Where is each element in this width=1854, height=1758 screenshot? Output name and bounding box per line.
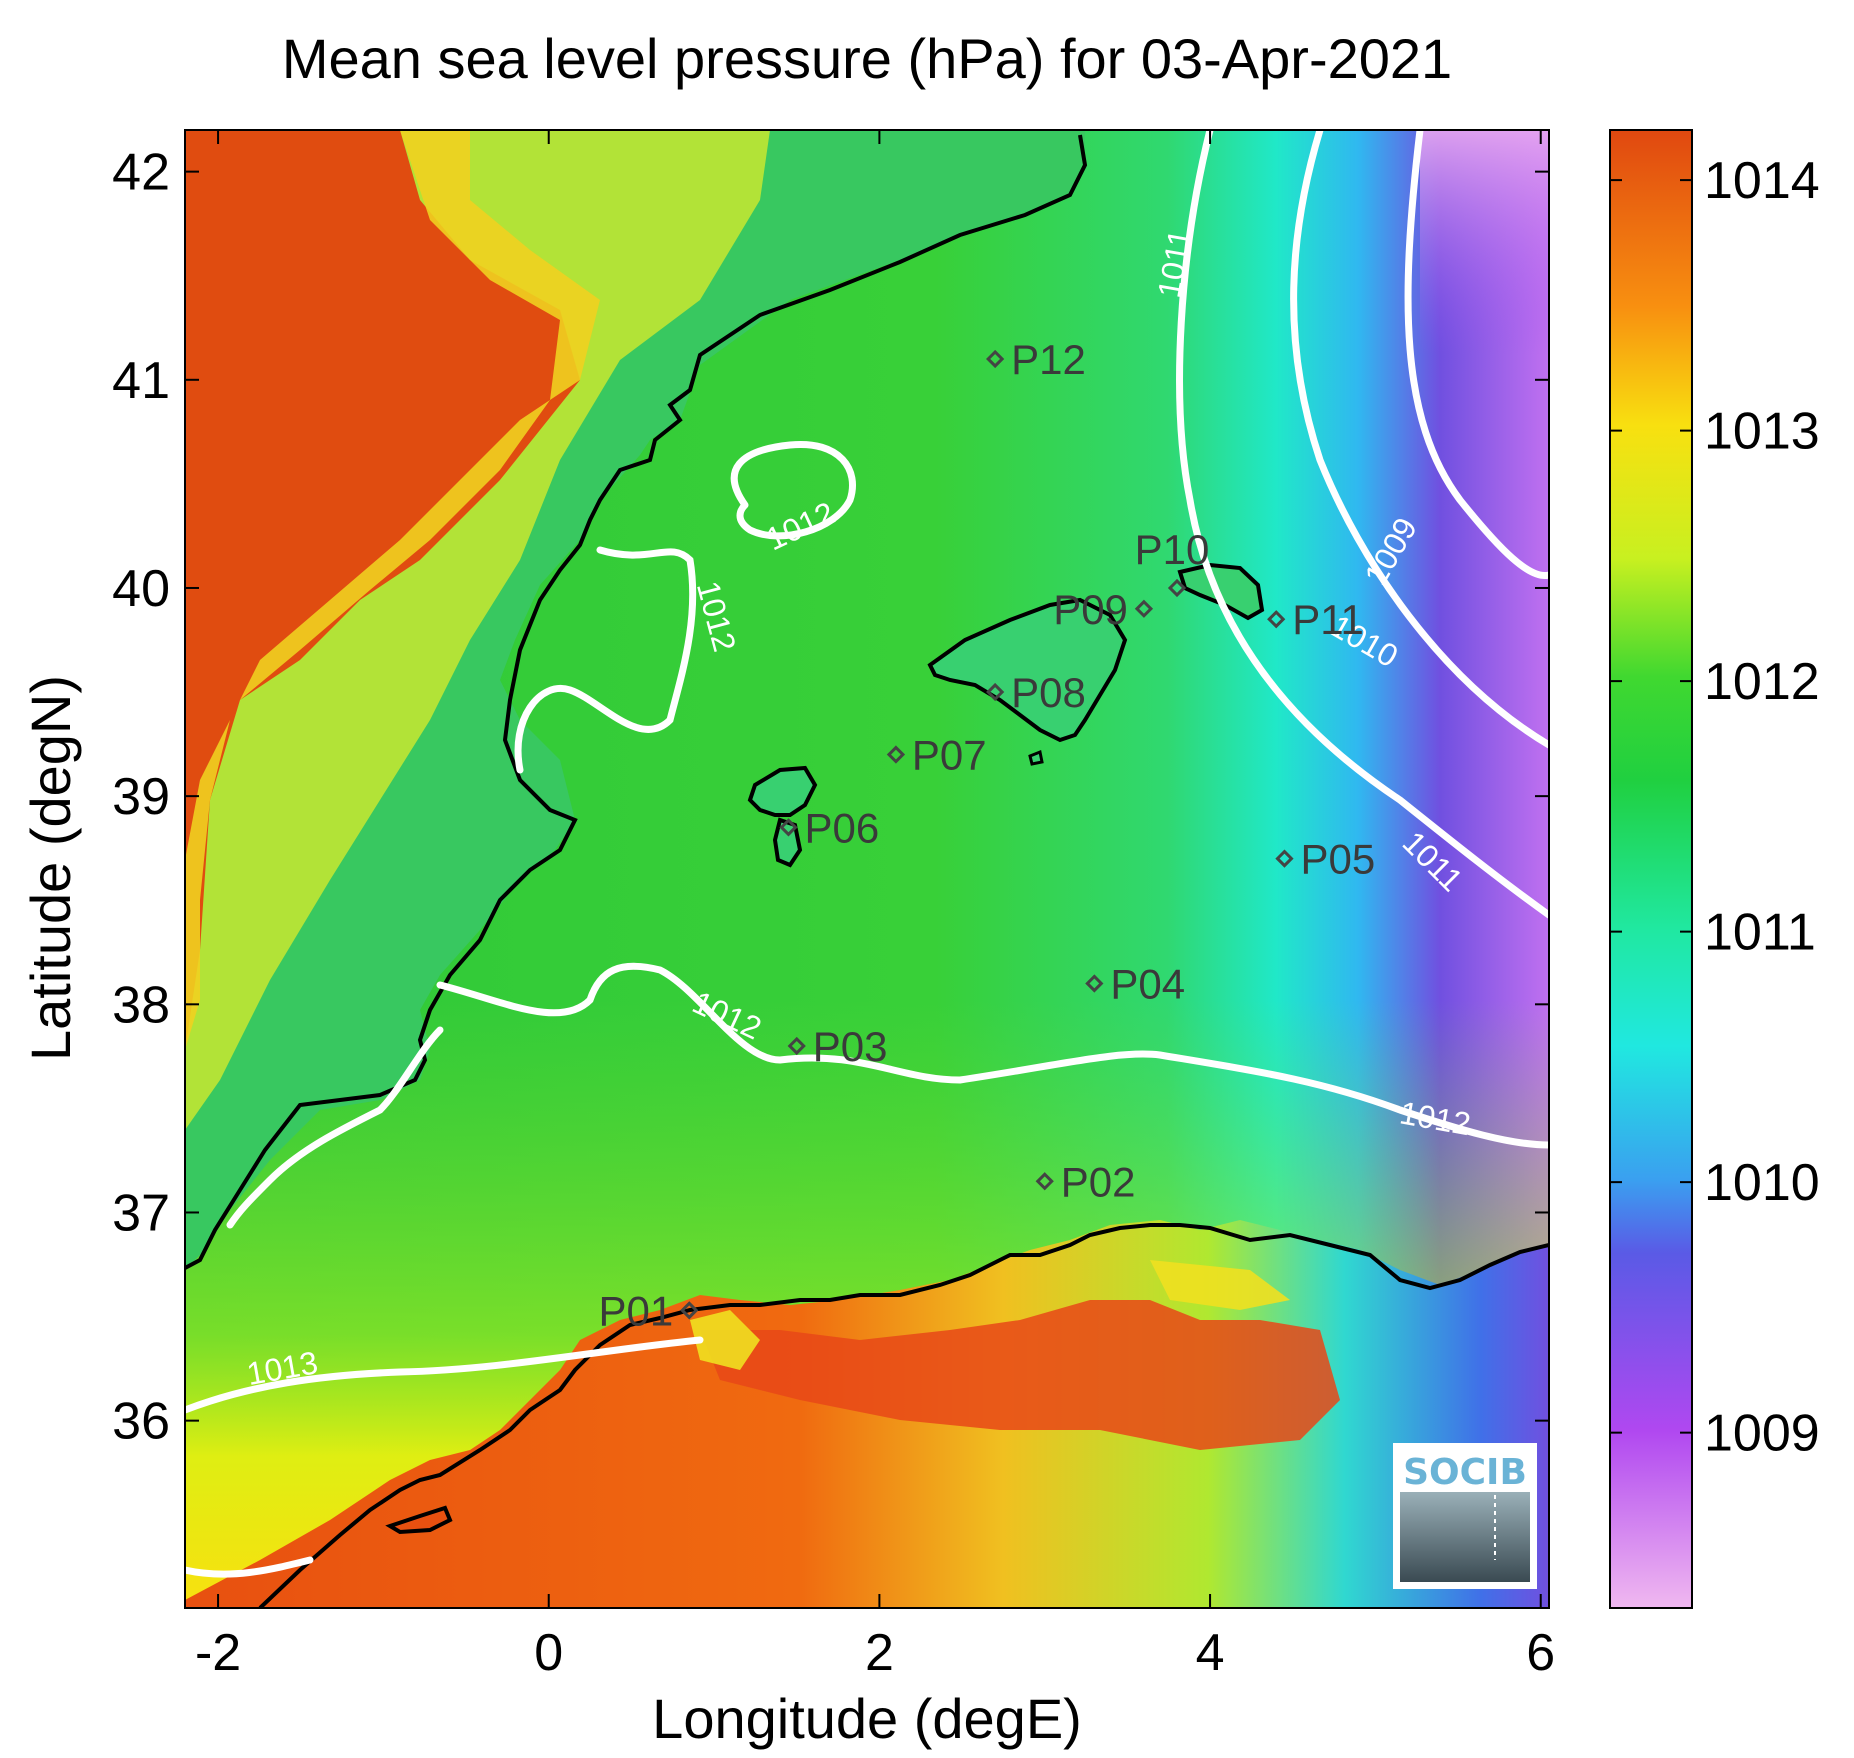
station-marker xyxy=(1085,974,1104,993)
station-marker xyxy=(1267,610,1286,629)
y-tick-label: 40 xyxy=(112,560,170,618)
station-label: P07 xyxy=(912,732,987,779)
contour-1012-southwest xyxy=(226,1026,444,1229)
contour-1012-north-loop xyxy=(514,546,697,774)
map-plot-area xyxy=(185,130,1549,1608)
contour-1009 xyxy=(1404,130,1549,580)
y-tick-label: 38 xyxy=(112,976,170,1034)
y-axis-ticks: 36 37 38 39 40 41 42 xyxy=(112,144,1549,1451)
northeast-low-pressure-field xyxy=(1420,130,1549,630)
plot-frame xyxy=(184,129,1550,1609)
x-tick-label: -2 xyxy=(195,1624,241,1682)
chart-title: Mean sea level pressure (hPa) for 03-Apr… xyxy=(282,27,1452,90)
colorbar-tick-label: 1010 xyxy=(1704,1154,1820,1212)
station-p08: P08 xyxy=(986,669,1086,716)
station-p11: P11 xyxy=(1267,596,1364,643)
y-tick-label: 39 xyxy=(112,768,170,826)
station-marker xyxy=(779,818,798,837)
station-label: P11 xyxy=(1292,596,1364,643)
station-label: P12 xyxy=(1011,336,1086,383)
contour-1013-north xyxy=(185,1336,704,1414)
station-marker xyxy=(1134,599,1154,618)
x-tick-label: 6 xyxy=(1526,1624,1555,1682)
station-p01: P01 xyxy=(599,1287,699,1334)
iberia-land-high-pressure-red xyxy=(185,130,580,1050)
station-marker xyxy=(886,745,906,764)
station-marker xyxy=(680,1301,699,1320)
station-p09: P09 xyxy=(1053,586,1154,633)
station-p04: P04 xyxy=(1085,960,1185,1007)
colorbar-tick-label: 1012 xyxy=(1704,653,1820,711)
station-label: P06 xyxy=(804,804,879,851)
station-label: P09 xyxy=(1053,586,1128,633)
station-marker xyxy=(1035,1172,1054,1191)
station-label: P10 xyxy=(1135,526,1210,573)
station-label: P08 xyxy=(1011,669,1086,716)
x-tick-label: 2 xyxy=(865,1624,894,1682)
station-p06: P06 xyxy=(779,804,879,851)
contour-1012-south xyxy=(436,962,1549,1149)
colorbar-tick-label: 1011 xyxy=(1704,904,1816,962)
station-p07: P07 xyxy=(886,732,987,779)
station-marker xyxy=(986,682,1005,702)
y-tick-label: 41 xyxy=(112,352,170,410)
colorbar-tick-label: 1009 xyxy=(1704,1405,1820,1463)
cabrera-island xyxy=(1028,749,1044,766)
y-axis-label: Latitude (degN) xyxy=(19,675,82,1061)
station-p10: P10 xyxy=(1135,526,1210,598)
socib-logo: SOCIB xyxy=(1393,1443,1537,1589)
colorbar-gradient xyxy=(1609,129,1693,1609)
station-label: P02 xyxy=(1061,1158,1136,1205)
x-axis-ticks: -2 0 2 4 6 xyxy=(195,130,1555,1682)
x-axis-label: Longitude (degE) xyxy=(652,1687,1082,1750)
alboran-island xyxy=(385,1505,453,1535)
colorbar-ticks: 1009 1010 1011 1012 1013 1014 xyxy=(1610,152,1820,1463)
colorbar: 1009 1010 1011 1012 1013 1014 xyxy=(1609,129,1820,1609)
y-tick-label: 37 xyxy=(112,1184,170,1242)
north-africa-coastline xyxy=(258,1223,1549,1608)
contour-1011 xyxy=(1176,130,1549,919)
station-marker xyxy=(1167,578,1187,598)
colorbar-tick-label: 1013 xyxy=(1704,403,1820,461)
y-tick-label: 42 xyxy=(112,144,170,202)
socib-logo-waves xyxy=(1400,1492,1530,1582)
station-label: P05 xyxy=(1300,836,1375,883)
mallorca-island xyxy=(927,597,1128,743)
station-p03: P03 xyxy=(787,1023,888,1070)
north-africa-yellow-highlands xyxy=(690,1260,1290,1370)
station-p12: P12 xyxy=(986,336,1086,383)
north-africa-land xyxy=(185,1220,1549,1608)
x-tick-label: 4 xyxy=(1196,1624,1225,1682)
x-tick-label: 0 xyxy=(534,1624,563,1682)
y-tick-label: 36 xyxy=(112,1393,170,1451)
station-label: P04 xyxy=(1110,960,1185,1007)
station-p02: P02 xyxy=(1035,1158,1136,1205)
station-marker xyxy=(986,349,1005,369)
station-marker xyxy=(1275,849,1294,868)
contour-1013-south xyxy=(185,1556,314,1578)
station-p05: P05 xyxy=(1275,836,1375,883)
north-africa-red-highlands xyxy=(700,1300,1340,1450)
colorbar-tick-label: 1014 xyxy=(1704,152,1820,210)
contour-1010 xyxy=(1290,130,1549,749)
contour-1012-north-island xyxy=(730,440,856,540)
station-marker xyxy=(787,1036,806,1056)
socib-logo-text: SOCIB xyxy=(1403,1452,1527,1493)
menorca-island xyxy=(1177,562,1265,621)
iberia-coastline xyxy=(185,134,1088,1270)
station-label: P03 xyxy=(813,1023,888,1070)
station-label: P01 xyxy=(599,1287,674,1334)
pressure-contours xyxy=(185,130,1549,1578)
